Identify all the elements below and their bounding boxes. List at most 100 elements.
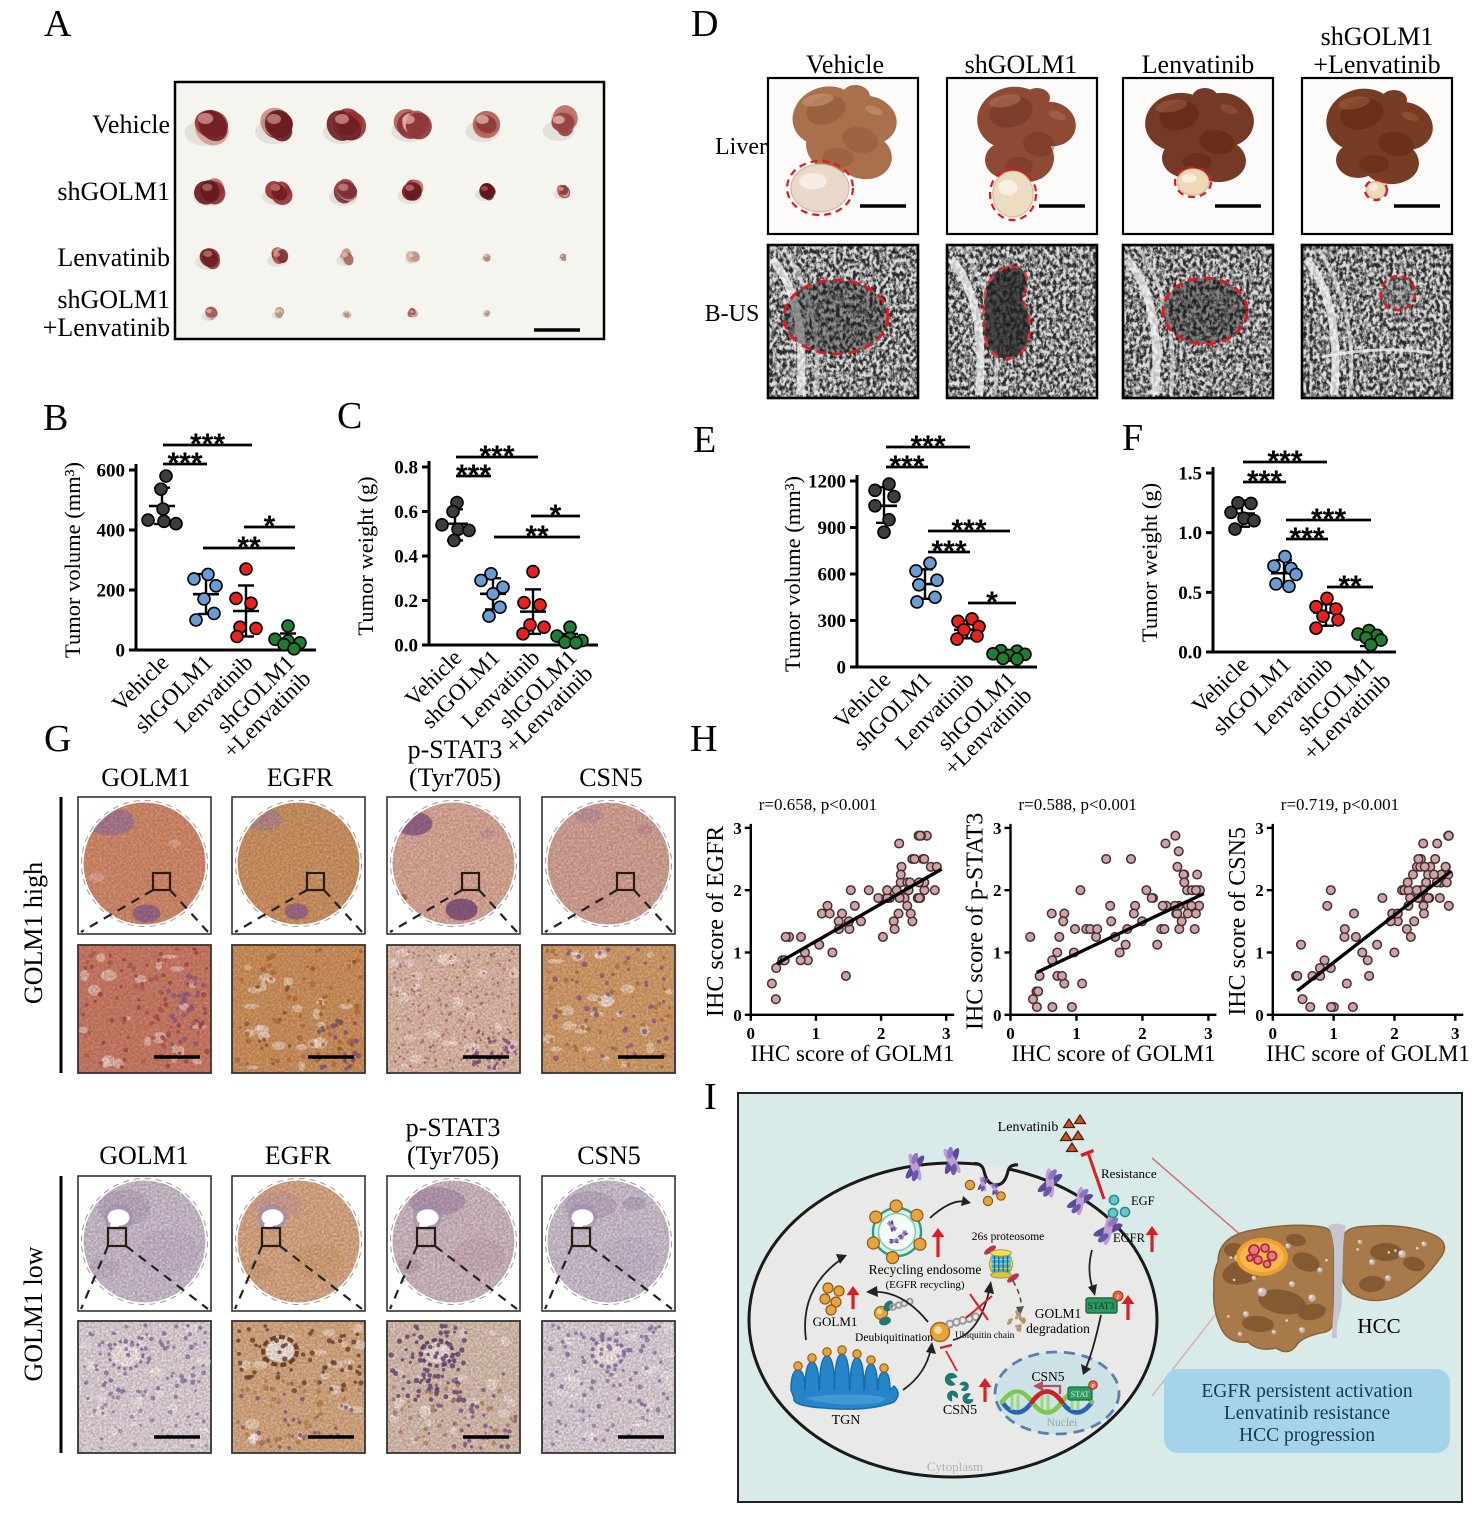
svg-text:*: * (264, 510, 276, 543)
svg-text:1.5: 1.5 (1178, 463, 1202, 484)
svg-text:HCC progression: HCC progression (1239, 1425, 1375, 1446)
svg-text:(Tyr705): (Tyr705) (409, 763, 501, 792)
svg-text:1: 1 (733, 944, 742, 963)
svg-text:***: *** (167, 447, 202, 480)
svg-text:2: 2 (1390, 1024, 1399, 1043)
svg-text:0.5: 0.5 (1178, 583, 1202, 604)
svg-text:Vehicle: Vehicle (806, 50, 884, 79)
svg-text:IHC score of GOLM1: IHC score of GOLM1 (751, 1041, 955, 1066)
svg-text:GOLM1: GOLM1 (101, 763, 191, 792)
svg-text:Vehicle: Vehicle (92, 110, 170, 139)
svg-text:3: 3 (733, 819, 742, 838)
svg-text:0.4: 0.4 (394, 546, 418, 567)
svg-text:200: 200 (97, 580, 126, 601)
svg-text:Deubiquitination: Deubiquitination (855, 1332, 933, 1344)
svg-text:**: ** (1338, 570, 1362, 603)
svg-text:(Tyr705): (Tyr705) (407, 1141, 499, 1170)
svg-text:degradation: degradation (1026, 1321, 1090, 1336)
svg-text:Lenvatinib: Lenvatinib (57, 243, 170, 272)
svg-text:3: 3 (993, 819, 1002, 838)
svg-text:***: *** (889, 450, 924, 483)
svg-text:EGFR: EGFR (1113, 1231, 1146, 1245)
svg-text:***: *** (931, 535, 966, 568)
svg-text:600: 600 (818, 564, 847, 585)
svg-text:GOLM1 low: GOLM1 low (19, 1246, 48, 1381)
svg-text:***: *** (910, 430, 945, 463)
svg-text:***: *** (479, 440, 514, 473)
svg-text:E: E (693, 419, 716, 461)
svg-text:CSN5: CSN5 (579, 763, 643, 792)
svg-text:GOLM1: GOLM1 (1035, 1306, 1082, 1321)
svg-text:***: *** (190, 428, 225, 461)
svg-text:CSN5: CSN5 (943, 1403, 977, 1418)
svg-text:*: * (550, 499, 562, 532)
svg-text:Lenvatinib: Lenvatinib (998, 1120, 1059, 1135)
svg-text:2: 2 (1255, 881, 1264, 900)
svg-text:***: *** (951, 514, 986, 547)
svg-text:3: 3 (942, 1024, 951, 1043)
svg-text:TGN: TGN (832, 1413, 861, 1428)
svg-text:GOLM1: GOLM1 (813, 1314, 858, 1329)
svg-text:2: 2 (733, 881, 742, 900)
svg-text:0: 0 (1255, 1006, 1264, 1025)
svg-text:IHC score of p-STAT3: IHC score of p-STAT3 (963, 813, 989, 1030)
svg-text:600: 600 (97, 460, 126, 481)
svg-text:1: 1 (993, 944, 1002, 963)
svg-text:1.0: 1.0 (1178, 523, 1202, 544)
svg-text:shGOLM1: shGOLM1 (57, 285, 170, 314)
svg-text:Resistance: Resistance (1101, 1166, 1157, 1181)
svg-text:3: 3 (1204, 1024, 1213, 1043)
svg-text:0.2: 0.2 (394, 591, 418, 612)
svg-text:0.6: 0.6 (394, 502, 418, 523)
svg-text:p-STAT3: p-STAT3 (408, 735, 503, 764)
svg-text:1: 1 (812, 1024, 821, 1043)
svg-text:(EGFR recycling): (EGFR recycling) (885, 1279, 964, 1291)
svg-text:D: D (691, 3, 718, 45)
svg-text:F: F (1122, 417, 1143, 459)
svg-text:Nuclei: Nuclei (1047, 1417, 1078, 1429)
svg-text:0: 0 (837, 657, 847, 678)
svg-text:B-US: B-US (705, 301, 760, 327)
svg-text:***: *** (1267, 445, 1302, 478)
svg-text:P: P (1091, 1384, 1095, 1390)
svg-text:p-STAT3: p-STAT3 (406, 1113, 501, 1142)
svg-text:P: P (1116, 1294, 1120, 1301)
svg-text:Tumor weight (g): Tumor weight (g) (1137, 483, 1162, 642)
svg-text:IHC score of GOLM1: IHC score of GOLM1 (1266, 1041, 1470, 1066)
svg-text:*: * (986, 586, 998, 619)
svg-text:IHC score of GOLM1: IHC score of GOLM1 (1012, 1041, 1216, 1066)
svg-text:+Lenvatinib: +Lenvatinib (43, 313, 170, 342)
svg-text:900: 900 (818, 518, 847, 539)
svg-text:shGOLM1: shGOLM1 (965, 50, 1078, 79)
svg-text:+Lenvatinib: +Lenvatinib (1313, 50, 1440, 79)
svg-text:**: ** (525, 520, 549, 553)
svg-text:2: 2 (877, 1024, 886, 1043)
svg-text:shGOLM1: shGOLM1 (57, 177, 170, 206)
svg-text:Lenvatinib: Lenvatinib (1142, 50, 1255, 79)
svg-text:Liver: Liver (715, 134, 767, 160)
svg-text:2: 2 (1138, 1024, 1147, 1043)
svg-text:1: 1 (1255, 944, 1264, 963)
svg-text:Tumor volume (mm³): Tumor volume (mm³) (780, 476, 805, 672)
svg-text:IHC score of EGFR: IHC score of EGFR (703, 826, 729, 1017)
svg-text:r=0.588, p<0.001: r=0.588, p<0.001 (1019, 795, 1137, 814)
svg-text:Ubiquitin chain: Ubiquitin chain (955, 1331, 1015, 1341)
svg-text:EGF: EGF (1131, 1194, 1155, 1208)
svg-text:Cytoplasm: Cytoplasm (927, 1459, 983, 1474)
svg-text:CSN5: CSN5 (1031, 1369, 1064, 1384)
svg-text:1200: 1200 (808, 471, 846, 492)
svg-text:Tumor weight (g): Tumor weight (g) (353, 476, 378, 635)
svg-text:Tumor volume (mm³): Tumor volume (mm³) (60, 462, 85, 658)
svg-text:2: 2 (993, 881, 1002, 900)
svg-text:0.0: 0.0 (394, 635, 418, 656)
svg-text:STAT3: STAT3 (1088, 1302, 1115, 1312)
svg-text:r=0.719, p<0.001: r=0.719, p<0.001 (1281, 795, 1399, 814)
svg-text:***: *** (456, 459, 491, 492)
svg-text:0: 0 (1269, 1024, 1278, 1043)
svg-text:0: 0 (1006, 1024, 1015, 1043)
svg-text:3: 3 (1451, 1024, 1460, 1043)
svg-text:Recycling endosome: Recycling endosome (869, 1262, 982, 1277)
svg-text:0: 0 (993, 1006, 1002, 1025)
svg-text:EGFR: EGFR (267, 763, 334, 792)
svg-text:EGFR: EGFR (265, 1141, 332, 1170)
